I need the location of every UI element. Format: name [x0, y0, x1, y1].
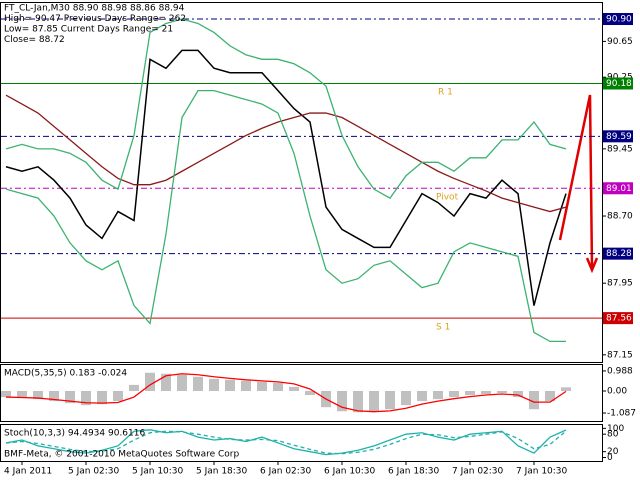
level-label: 88.28: [606, 249, 632, 259]
series-line: [5, 430, 567, 455]
info-line: High= 90.47 Previous Days Range= 262: [4, 14, 186, 24]
y-tick-label: 88.70: [607, 212, 633, 222]
series-line: [5, 18, 567, 199]
y-tick-label: 90.65: [607, 37, 633, 47]
y-tick-label: 100: [607, 424, 624, 434]
histogram-bar: [177, 374, 187, 391]
y-tick-label: 20: [607, 447, 619, 457]
x-tick-label: 6 Jan 02:30: [260, 467, 312, 477]
histogram-bar: [385, 390, 395, 410]
x-tick-label: 5 Jan 02:30: [68, 467, 120, 477]
x-tick-label: 6 Jan 18:30: [388, 467, 440, 477]
y-tick-label: 0.00: [607, 386, 627, 396]
series-line: [5, 90, 566, 343]
histogram-bar: [257, 381, 267, 391]
indicator-title: MACD(5,35,5) 0.183 -0.024: [4, 369, 127, 379]
x-tick-label: 7 Jan 10:30: [516, 467, 568, 477]
arrow: [558, 94, 594, 269]
level-label: 87.56: [606, 314, 632, 324]
histogram-bar: [81, 390, 91, 406]
histogram-bar: [129, 384, 139, 391]
histogram-bar: [401, 390, 411, 406]
level-box: [603, 77, 633, 90]
histogram-bar: [225, 379, 235, 391]
series-line: [5, 373, 567, 413]
histogram-bar: [289, 386, 299, 391]
level-box: [603, 312, 633, 325]
histogram-bar: [513, 390, 523, 398]
histogram-bar: [305, 390, 315, 396]
x-tick-label: 7 Jan 02:30: [452, 467, 504, 477]
histogram-bar: [433, 390, 443, 400]
series-line: [5, 94, 567, 213]
panel-frame: [0, 2, 603, 363]
histogram-bar: [449, 390, 459, 398]
histogram-bar: [65, 390, 75, 404]
histogram-bar: [273, 382, 283, 391]
histogram-bar: [145, 372, 155, 391]
indicator-title: Stoch(10,3,3) 94.4934 90.6116: [4, 429, 145, 439]
series-line: [5, 49, 567, 306]
histogram-bar: [241, 380, 251, 391]
histogram-bar: [113, 390, 123, 402]
histogram-bar: [49, 390, 59, 402]
y-tick-label: 87.95: [607, 279, 633, 289]
histogram-bar: [497, 390, 507, 394]
histogram-bar: [481, 390, 491, 395]
histogram-bar: [353, 390, 363, 413]
histogram-bar: [529, 390, 539, 410]
histogram-bar: [545, 390, 555, 402]
histogram-bar: [193, 376, 203, 391]
x-tick-label: 4 Jan 2011: [4, 467, 52, 477]
histogram-bar: [1, 390, 11, 398]
x-tick-label: 5 Jan 18:30: [196, 467, 248, 477]
histogram-bar: [417, 390, 427, 402]
y-tick-label: 80: [607, 430, 619, 440]
level-label: 90.18: [606, 79, 632, 89]
y-tick-label: 0.988: [607, 366, 633, 376]
annotation: Pivot: [436, 193, 459, 203]
info-line: Low= 87.85 Current Days Range= 21: [4, 25, 173, 35]
level-label: 90.90: [606, 15, 632, 25]
info-line: Close= 88.72: [4, 35, 65, 45]
histogram-bar: [337, 390, 347, 412]
y-tick-label: 87.15: [607, 350, 633, 360]
annotation: R 1: [438, 88, 453, 98]
level-label: 89.59: [606, 132, 632, 142]
histogram-bar: [369, 390, 379, 412]
histogram-bar: [209, 378, 219, 391]
histogram-bar: [17, 390, 27, 399]
x-tick-label: 6 Jan 10:30: [324, 467, 376, 477]
y-tick-label: -1.087: [607, 409, 636, 419]
histogram-bar: [465, 390, 475, 396]
panel-frame: [0, 424, 603, 462]
histogram-bar: [97, 390, 107, 405]
level-box: [603, 247, 633, 260]
level-box: [603, 130, 633, 143]
x-tick-label: 5 Jan 10:30: [132, 467, 184, 477]
histogram-bar: [561, 387, 571, 391]
y-tick-label: 89.45: [607, 144, 633, 154]
arrow-head: [585, 257, 599, 274]
level-label: 89.01: [606, 184, 632, 194]
annotation: S 1: [436, 323, 450, 333]
histogram-bar: [161, 373, 171, 391]
copyright: BMF-Meta, © 2001-2010 MetaQuotes Softwar…: [4, 450, 239, 460]
info-line: FT_CL-Jan,M30 88.90 88.98 88.86 88.94: [4, 4, 185, 14]
level-box: [603, 13, 633, 26]
y-tick-label: 0: [607, 453, 613, 463]
histogram-bar: [33, 390, 43, 400]
level-box: [603, 182, 633, 195]
panel-frame: [0, 364, 603, 422]
